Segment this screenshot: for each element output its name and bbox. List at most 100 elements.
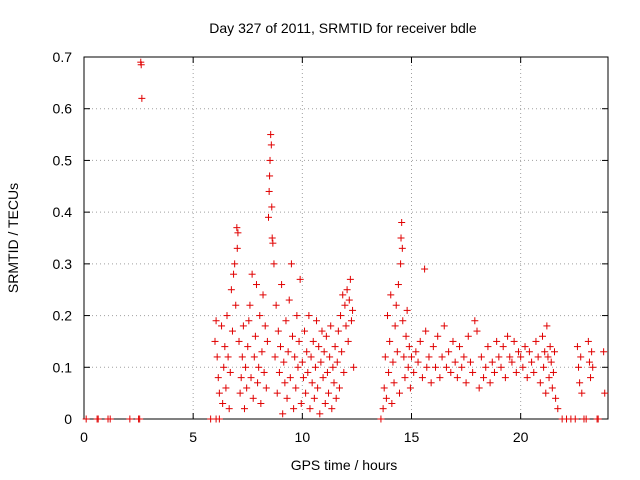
data-point bbox=[377, 415, 385, 423]
data-point bbox=[571, 415, 579, 423]
axis-ticks bbox=[83, 56, 608, 420]
data-point bbox=[247, 374, 255, 382]
data-point bbox=[406, 384, 414, 392]
data-point bbox=[541, 348, 549, 356]
data-point bbox=[233, 224, 241, 232]
data-point bbox=[539, 332, 546, 340]
data-point bbox=[398, 244, 406, 252]
data-point bbox=[298, 358, 306, 366]
data-point bbox=[408, 353, 415, 361]
data-point bbox=[94, 415, 102, 423]
data-point bbox=[442, 363, 450, 371]
data-point bbox=[255, 363, 263, 371]
data-point bbox=[394, 281, 402, 289]
data-point bbox=[274, 327, 282, 335]
data-point bbox=[240, 405, 248, 413]
data-point bbox=[248, 270, 256, 278]
data-point bbox=[309, 337, 317, 345]
data-point bbox=[341, 301, 349, 309]
data-point bbox=[215, 415, 223, 423]
data-point bbox=[299, 374, 307, 382]
data-point bbox=[402, 332, 410, 340]
data-point bbox=[136, 415, 144, 423]
data-point bbox=[239, 322, 247, 330]
data-point bbox=[349, 306, 357, 314]
data-point bbox=[399, 317, 407, 325]
data-point bbox=[350, 363, 358, 371]
data-point bbox=[225, 405, 233, 413]
data-point bbox=[386, 337, 394, 345]
data-point bbox=[398, 218, 406, 226]
data-point bbox=[392, 301, 400, 309]
data-point bbox=[329, 363, 337, 371]
data-point bbox=[318, 327, 326, 335]
data-point bbox=[438, 353, 446, 361]
data-point bbox=[547, 358, 555, 366]
data-point bbox=[328, 405, 336, 413]
data-point bbox=[295, 337, 303, 345]
data-point bbox=[267, 131, 275, 139]
data-point bbox=[344, 337, 352, 345]
data-point bbox=[552, 394, 560, 402]
data-point bbox=[310, 394, 318, 402]
data-point bbox=[219, 399, 227, 407]
data-point bbox=[215, 389, 223, 397]
data-point bbox=[232, 301, 240, 309]
data-point bbox=[401, 374, 409, 382]
data-point bbox=[403, 306, 411, 314]
data-point bbox=[534, 353, 542, 361]
data-point bbox=[270, 260, 278, 268]
data-point bbox=[256, 312, 264, 320]
data-point bbox=[82, 415, 90, 423]
data-point bbox=[281, 379, 289, 387]
data-point bbox=[464, 332, 472, 340]
data-point bbox=[235, 337, 243, 345]
data-point bbox=[410, 368, 418, 376]
data-point bbox=[327, 322, 335, 330]
data-point bbox=[388, 399, 396, 407]
data-point bbox=[268, 203, 276, 211]
data-point bbox=[137, 61, 145, 69]
data-point bbox=[422, 327, 430, 335]
y-tick-label: 0.6 bbox=[53, 101, 73, 117]
data-point bbox=[416, 337, 424, 345]
data-point bbox=[447, 368, 455, 376]
grid-lines bbox=[84, 57, 608, 419]
data-point bbox=[458, 363, 466, 371]
y-tick-label: 0.7 bbox=[53, 49, 73, 65]
data-point bbox=[379, 405, 387, 413]
data-point bbox=[601, 389, 609, 397]
data-point bbox=[551, 348, 559, 356]
data-point bbox=[273, 389, 281, 397]
data-point bbox=[471, 317, 479, 325]
data-point bbox=[287, 260, 295, 268]
data-point bbox=[343, 286, 351, 294]
data-point bbox=[549, 368, 557, 376]
data-point bbox=[262, 384, 270, 392]
data-point bbox=[279, 410, 287, 418]
data-point bbox=[449, 337, 457, 345]
data-point bbox=[266, 172, 274, 180]
data-point bbox=[249, 394, 257, 402]
data-point bbox=[460, 353, 468, 361]
data-point bbox=[525, 348, 533, 356]
data-point bbox=[330, 379, 338, 387]
data-point bbox=[338, 348, 346, 356]
data-point bbox=[536, 379, 544, 387]
data-point bbox=[414, 358, 422, 366]
data-point bbox=[462, 379, 470, 387]
data-point bbox=[482, 363, 490, 371]
y-tick-label: 0.5 bbox=[53, 152, 73, 168]
data-point bbox=[293, 312, 301, 320]
data-point bbox=[418, 374, 426, 382]
data-point bbox=[421, 265, 429, 273]
x-tick-labels: 0 5 10 15 20 bbox=[80, 429, 529, 445]
data-point bbox=[223, 312, 231, 320]
data-point bbox=[333, 358, 341, 366]
data-point bbox=[308, 379, 316, 387]
data-point bbox=[434, 332, 442, 340]
data-point bbox=[319, 374, 327, 382]
data-point bbox=[506, 353, 514, 361]
data-point bbox=[304, 368, 312, 376]
data-point bbox=[600, 348, 608, 356]
